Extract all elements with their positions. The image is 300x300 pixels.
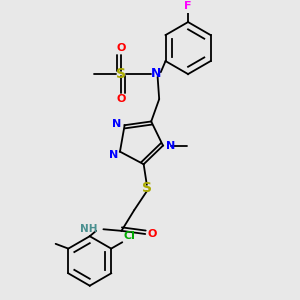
Text: N: N	[112, 118, 121, 129]
Text: O: O	[148, 229, 157, 239]
Text: NH: NH	[80, 224, 98, 234]
Text: F: F	[184, 1, 192, 11]
Text: O: O	[116, 94, 126, 104]
Text: N: N	[151, 67, 161, 80]
Text: N: N	[166, 141, 176, 151]
Text: O: O	[116, 43, 126, 53]
Text: S: S	[142, 181, 152, 195]
Text: N: N	[109, 150, 118, 160]
Text: S: S	[116, 67, 126, 81]
Text: Cl: Cl	[124, 231, 136, 241]
